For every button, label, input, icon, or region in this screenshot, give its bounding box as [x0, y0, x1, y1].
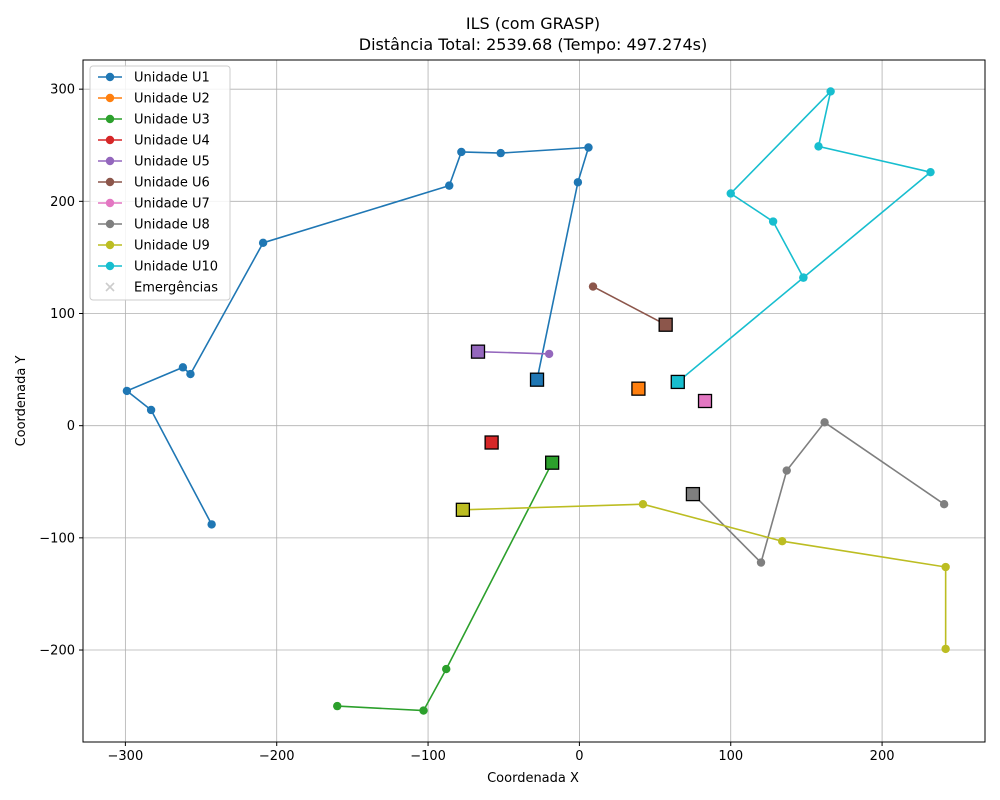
point-unidade-u5: [544, 349, 554, 359]
point-unidade-u10: [768, 217, 778, 226]
series-line-unidade-u6: [592, 285, 667, 326]
x-tick-label: −100: [410, 749, 446, 764]
base-marker-unidade-u7: [697, 393, 713, 409]
point-unidade-u8: [820, 418, 829, 427]
point-unidade-u1: [186, 369, 195, 379]
x-tick-label: −300: [108, 749, 144, 764]
x-tick-label: 100: [718, 749, 743, 764]
legend-entry: Unidade U1: [134, 71, 210, 86]
point-unidade-u1: [207, 520, 216, 529]
base-markers: [455, 317, 713, 517]
legend-marker: [105, 240, 115, 250]
y-tick-label: 0: [67, 419, 75, 434]
point-unidade-u1: [122, 386, 132, 396]
point-unidade-u1: [146, 405, 156, 415]
base-marker-unidade-u5: [470, 344, 486, 359]
base-marker-unidade-u1: [529, 372, 545, 387]
plot-frame: [82, 59, 986, 743]
base-marker-unidade-u2: [631, 381, 646, 396]
point-unidade-u8: [939, 499, 949, 509]
series-line-unidade-u10: [677, 88, 933, 383]
legend-entry: Unidade U3: [134, 113, 210, 128]
point-unidade-u8: [756, 558, 766, 567]
point-unidade-u1: [445, 181, 454, 190]
x-tick-label: 200: [870, 749, 895, 764]
point-unidade-u1: [584, 143, 593, 152]
y-tick-label: 100: [50, 307, 75, 322]
legend-entry: Unidade U6: [134, 176, 210, 191]
grid: [83, 60, 985, 742]
legend-marker: [105, 156, 115, 166]
chart-subtitle: Distância Total: 2539.68 (Tempo: 497.274…: [359, 35, 707, 54]
legend-marker: [105, 114, 115, 124]
legend-entry: Unidade U8: [134, 218, 210, 233]
point-unidade-u6: [588, 282, 598, 291]
legend-marker: [105, 93, 115, 103]
base-marker-unidade-u8: [685, 486, 701, 502]
legend-marker-x: [105, 282, 115, 292]
legend-marker: [105, 219, 115, 229]
chart-title: ILS (com GRASP): [466, 14, 600, 33]
point-unidade-u3: [419, 706, 428, 715]
series-line-unidade-u3: [337, 462, 553, 712]
base-marker-unidade-u10: [670, 374, 685, 390]
point-unidade-u9: [778, 537, 787, 546]
x-axis-ticks: −300 −200 −100 0 100 200: [108, 742, 895, 764]
point-unidade-u9: [941, 562, 950, 572]
point-unidade-u1: [178, 363, 188, 372]
point-unidade-u1: [258, 238, 268, 248]
point-unidade-u1: [457, 147, 466, 157]
base-marker-unidade-u4: [484, 435, 499, 450]
legend-marker: [105, 177, 115, 187]
series-line-unidade-u1: [125, 146, 590, 525]
x-tick-label: 0: [575, 749, 583, 764]
point-unidade-u3: [333, 701, 342, 711]
y-axis-ticks: −200 −100 0 100 200 300: [39, 83, 83, 659]
legend-entry: Emergências: [134, 281, 218, 296]
x-tick-label: −200: [259, 749, 295, 764]
point-unidade-u1: [573, 178, 583, 187]
legend-entry: Unidade U7: [134, 197, 210, 212]
series-line-unidade-u5: [477, 350, 550, 355]
legend-entry: Unidade U2: [134, 92, 210, 107]
point-unidade-u10: [814, 142, 823, 151]
legend-marker: [105, 198, 115, 208]
base-marker-unidade-u6: [658, 317, 673, 332]
x-axis-label: Coordenada X: [487, 771, 579, 786]
y-tick-label: 300: [50, 83, 75, 98]
point-unidade-u10: [726, 189, 735, 198]
legend-marker: [105, 135, 115, 145]
point-unidade-u3: [442, 664, 451, 674]
legend-marker: [105, 261, 115, 271]
point-unidade-u9: [638, 499, 648, 509]
legend-marker: [105, 72, 115, 82]
point-unidade-u1: [496, 148, 505, 158]
point-unidade-u10: [799, 273, 808, 282]
legend-entry: Unidade U5: [134, 155, 210, 170]
point-unidade-u10: [826, 87, 835, 96]
point-unidade-u10: [926, 167, 935, 177]
y-tick-label: −200: [39, 644, 75, 659]
point-unidade-u9: [941, 644, 950, 654]
base-marker-unidade-u3: [545, 455, 560, 470]
legend-entry: Unidade U9: [134, 239, 210, 254]
y-axis-label: Coordenada Y: [14, 356, 29, 447]
legend-entry: Unidade U4: [134, 134, 210, 149]
point-unidade-u8: [782, 466, 791, 475]
legend-box: [89, 65, 231, 301]
legend: Unidade U1 Unidade U2 Unidade U3 Unidade U4…: [89, 65, 231, 301]
base-marker-unidade-u9: [455, 502, 471, 517]
y-tick-label: 200: [50, 195, 75, 210]
y-tick-label: −100: [39, 531, 75, 546]
legend-entry: Unidade U10: [134, 260, 218, 275]
